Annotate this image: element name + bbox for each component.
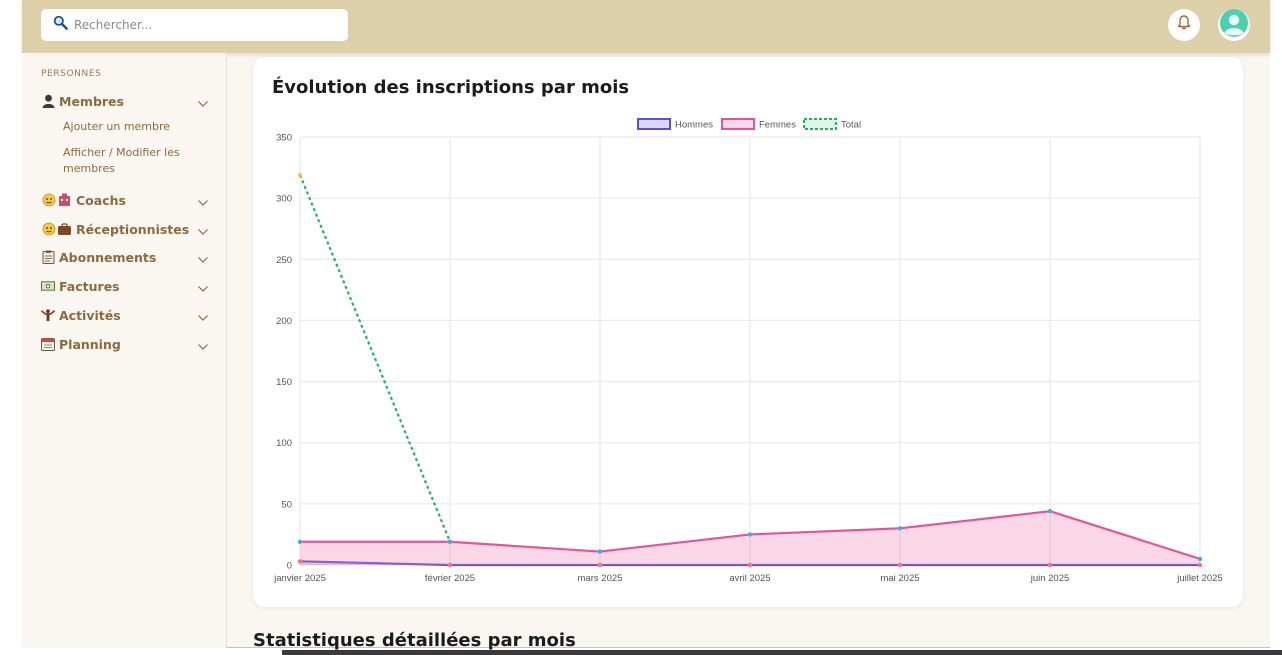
data-point-total: [447, 539, 453, 544]
data-point-hommes: [897, 562, 903, 568]
sidebar-item-label: Membres: [59, 93, 124, 109]
data-point-femmes: [897, 526, 903, 531]
sidebar-item-activites[interactable]: Activités: [41, 304, 209, 326]
legend-swatch-femmes: [721, 118, 755, 130]
series-area-hommes: [300, 561, 1200, 565]
sidebar-item-label: Coachs: [76, 192, 126, 208]
data-point-hommes: [1047, 562, 1053, 568]
legend-swatch-hommes: [637, 118, 671, 130]
user-avatar[interactable]: [1218, 8, 1250, 43]
x-tick-label: mai 2025: [880, 573, 919, 584]
data-point-hommes: [447, 562, 453, 568]
bell-icon: [1176, 14, 1192, 36]
data-point-total: [297, 172, 303, 178]
x-tick-label: avril 2025: [729, 573, 770, 584]
y-tick-label: 50: [281, 499, 292, 510]
sidebar-item-coachs[interactable]: Coachs: [41, 189, 209, 211]
data-point-hommes: [297, 559, 303, 564]
sidebar-item-factures[interactable]: Factures: [41, 275, 209, 297]
stats-section-title: Statistiques détaillées par mois: [253, 630, 576, 651]
avatar-icon: [1219, 8, 1249, 43]
legend-swatch-total: [803, 118, 837, 130]
data-point-femmes: [747, 532, 753, 537]
search-box[interactable]: [41, 9, 348, 41]
chevron-down-icon[interactable]: [197, 280, 209, 298]
series-line-total: [298, 174, 452, 543]
chevron-down-icon[interactable]: [197, 309, 209, 327]
chevron-down-icon[interactable]: [197, 223, 209, 241]
sidebar-item-label: Planning: [59, 336, 121, 352]
clipboard-icon: [41, 250, 55, 264]
x-tick-label: février 2025: [425, 573, 475, 584]
sidebar-item-label: Activités: [59, 307, 121, 323]
search-input[interactable]: [74, 18, 334, 32]
y-tick-label: 350: [276, 133, 292, 144]
y-tick-label: 150: [276, 377, 292, 388]
x-tick-label: janvier 2025: [273, 573, 326, 584]
chevron-down-icon[interactable]: [197, 338, 209, 356]
registrations-line-chart: 0 50 100 150 200 250 300 350 janvier 2025 février…: [273, 118, 1223, 584]
activity-icon: [41, 308, 55, 322]
sidebar-item-receptionnistes[interactable]: Réceptionnistes: [41, 218, 209, 240]
chevron-down-icon[interactable]: [197, 95, 209, 113]
y-tick-label: 300: [276, 194, 292, 205]
sidebar-item-label: Abonnements: [59, 249, 157, 265]
sidebar-item-planning[interactable]: Planning: [41, 333, 209, 355]
app-frame: PERSONNES Membres Ajouter un membre Affi…: [22, 0, 1270, 651]
sidebar-item-membres[interactable]: Membres: [41, 90, 209, 112]
data-point-hommes: [597, 562, 603, 568]
sidebar-item-label: Factures: [59, 278, 120, 294]
sidebar: PERSONNES Membres Ajouter un membre Affi…: [22, 53, 227, 648]
top-bar: [22, 0, 1270, 53]
chart-card-title: Évolution des inscriptions par mois: [272, 77, 630, 98]
data-point-femmes: [1197, 556, 1203, 562]
data-point-femmes: [1047, 508, 1053, 514]
notifications-button[interactable]: [1168, 9, 1200, 41]
legend-label-femmes: Femmes: [759, 120, 796, 131]
sidebar-subitem-add-member[interactable]: Ajouter un membre: [63, 120, 171, 133]
legend-label-hommes: Hommes: [675, 120, 713, 131]
data-point-femmes: [297, 539, 303, 544]
sidebar-section-title: PERSONNES: [41, 69, 102, 79]
person-icon: [41, 94, 55, 108]
x-tick-label: mars 2025: [578, 573, 623, 584]
receptionist-icon: [41, 222, 72, 236]
horizontal-scrollbar[interactable]: [282, 650, 1282, 655]
calendar-icon: [41, 337, 55, 351]
legend-label-total: Total: [841, 120, 861, 131]
chart-card: Évolution des inscriptions par mois 0 50 1…: [253, 57, 1243, 607]
receipt-icon: [41, 279, 55, 293]
x-tick-label: juin 2025: [1030, 573, 1070, 584]
y-tick-label: 100: [276, 438, 292, 449]
sidebar-item-abonnements[interactable]: Abonnements: [41, 246, 209, 268]
sidebar-item-label: Réceptionnistes: [76, 221, 190, 237]
search-icon: [53, 15, 68, 35]
y-tick-label: 200: [276, 316, 292, 327]
data-point-femmes: [597, 549, 603, 554]
x-tick-label: juillet 2025: [1176, 573, 1222, 584]
sidebar-subitem-edit-members[interactable]: Afficher / Modifier les membres: [63, 146, 180, 175]
data-point-hommes: [1197, 562, 1203, 568]
chevron-down-icon[interactable]: [197, 251, 209, 269]
series-area-femmes: [300, 511, 1200, 565]
coach-icon: [41, 193, 72, 207]
y-tick-label: 250: [276, 255, 292, 266]
chevron-down-icon[interactable]: [197, 194, 209, 212]
data-point-hommes: [747, 562, 753, 568]
y-tick-label: 0: [287, 561, 292, 572]
